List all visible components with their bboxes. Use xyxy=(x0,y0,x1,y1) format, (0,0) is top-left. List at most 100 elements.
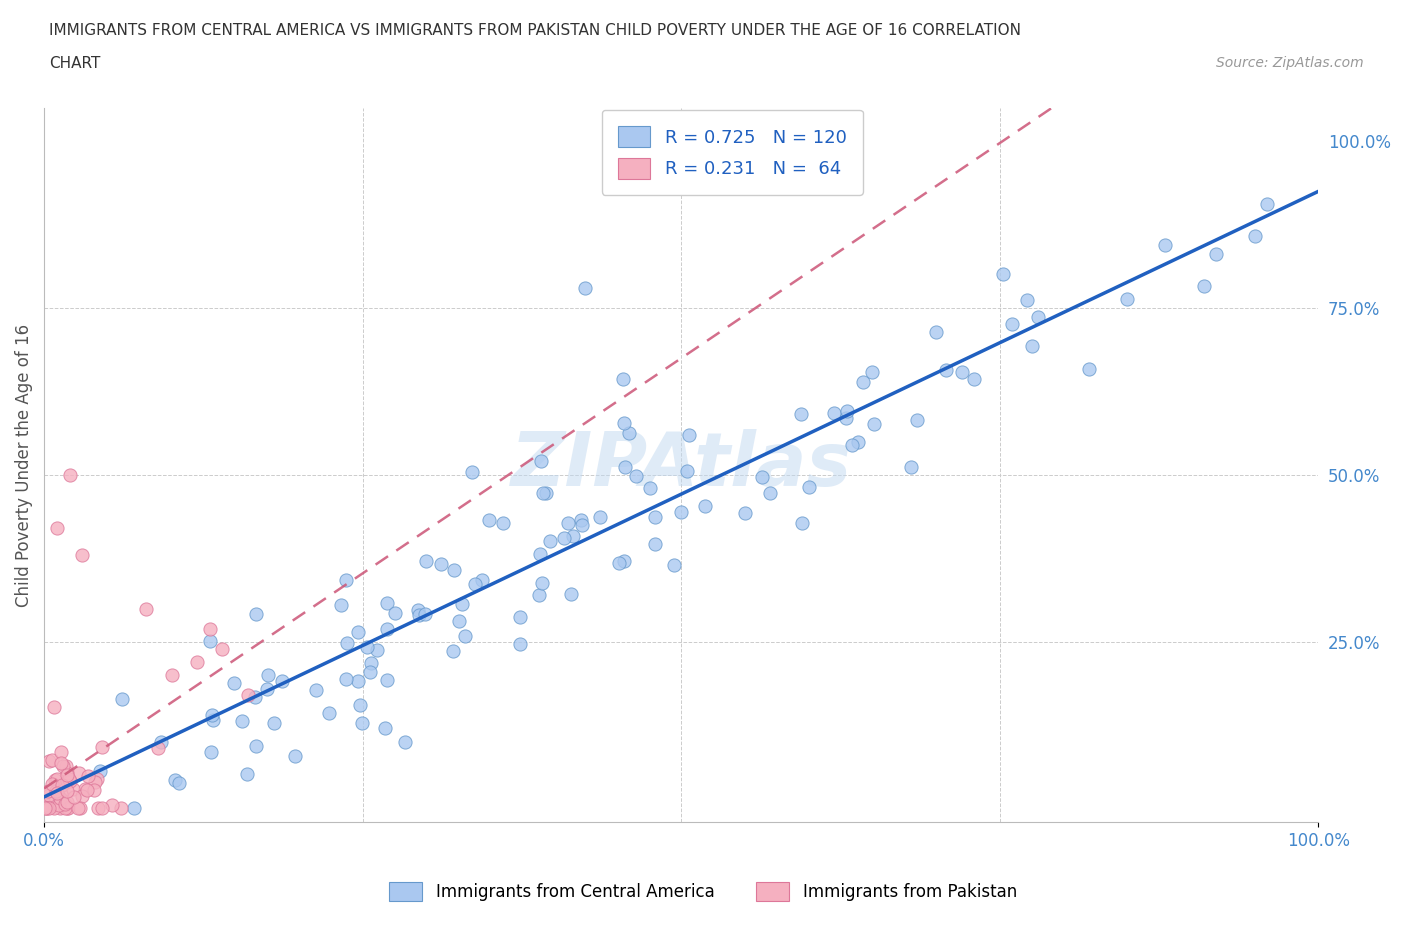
Point xyxy=(451,597,474,612)
Point xyxy=(38,787,60,802)
Point xyxy=(823,405,845,420)
Point xyxy=(613,416,636,431)
Point xyxy=(492,516,515,531)
Point xyxy=(835,411,858,426)
Point xyxy=(607,556,630,571)
Point xyxy=(443,563,465,578)
Point xyxy=(86,772,108,787)
Point xyxy=(150,734,173,749)
Point xyxy=(245,690,267,705)
Point xyxy=(540,534,562,549)
Point xyxy=(734,506,756,521)
Point xyxy=(1021,339,1043,353)
Point xyxy=(83,782,105,797)
Point xyxy=(37,784,59,799)
Point xyxy=(553,531,575,546)
Point xyxy=(574,281,596,296)
Point xyxy=(464,577,486,591)
Point xyxy=(678,428,700,443)
Point xyxy=(349,698,371,712)
Point xyxy=(200,745,222,760)
Point xyxy=(991,267,1014,282)
Point xyxy=(76,782,98,797)
Point xyxy=(790,515,813,530)
Point xyxy=(45,786,67,801)
Point xyxy=(55,794,77,809)
Point xyxy=(617,426,640,441)
Point xyxy=(62,781,84,796)
Point xyxy=(51,777,73,792)
Point xyxy=(384,605,406,620)
Point xyxy=(55,801,77,816)
Point xyxy=(38,754,60,769)
Point xyxy=(73,782,96,797)
Point xyxy=(49,744,72,759)
Point xyxy=(413,606,436,621)
Point xyxy=(430,556,453,571)
Legend: Immigrants from Central America, Immigrants from Pakistan: Immigrants from Central America, Immigra… xyxy=(382,876,1024,908)
Point xyxy=(236,766,259,781)
Point xyxy=(56,801,79,816)
Point xyxy=(900,459,922,474)
Point xyxy=(336,636,359,651)
Point xyxy=(263,715,285,730)
Point xyxy=(347,673,370,688)
Point xyxy=(1015,293,1038,308)
Point xyxy=(589,510,612,525)
Point xyxy=(55,767,77,782)
Point xyxy=(509,609,531,624)
Point xyxy=(935,363,957,378)
Point xyxy=(751,470,773,485)
Point xyxy=(186,655,208,670)
Point xyxy=(44,790,66,804)
Point xyxy=(48,798,70,813)
Legend: R = 0.725   N = 120, R = 0.231   N =  64: R = 0.725 N = 120, R = 0.231 N = 64 xyxy=(602,110,863,195)
Point xyxy=(245,607,267,622)
Point xyxy=(406,602,429,617)
Point xyxy=(1077,362,1099,377)
Point xyxy=(200,708,222,723)
Point xyxy=(638,481,661,496)
Point xyxy=(366,642,388,657)
Point xyxy=(356,639,378,654)
Point xyxy=(53,797,76,812)
Point xyxy=(257,668,280,683)
Point xyxy=(531,485,554,500)
Point xyxy=(83,774,105,789)
Point xyxy=(759,485,782,500)
Point xyxy=(925,324,948,339)
Point xyxy=(42,801,65,816)
Point xyxy=(231,714,253,729)
Point xyxy=(375,622,398,637)
Point xyxy=(198,634,221,649)
Point xyxy=(1205,246,1227,261)
Point xyxy=(44,700,66,715)
Point xyxy=(86,801,108,816)
Point xyxy=(34,797,56,812)
Point xyxy=(571,517,593,532)
Point xyxy=(211,641,233,656)
Point xyxy=(256,681,278,696)
Point xyxy=(52,758,75,773)
Point xyxy=(58,772,80,787)
Point xyxy=(841,437,863,452)
Point xyxy=(529,546,551,561)
Y-axis label: Child Poverty Under the Age of 16: Child Poverty Under the Age of 16 xyxy=(15,324,32,606)
Point xyxy=(790,407,813,422)
Point xyxy=(950,365,973,379)
Point xyxy=(63,790,86,804)
Point xyxy=(1243,229,1265,244)
Point xyxy=(644,537,666,551)
Point xyxy=(612,371,634,386)
Point xyxy=(461,465,484,480)
Point xyxy=(34,801,56,816)
Point xyxy=(863,417,886,432)
Point xyxy=(111,691,134,706)
Point xyxy=(89,764,111,778)
Point xyxy=(38,801,60,816)
Point xyxy=(835,404,858,418)
Point xyxy=(146,741,169,756)
Point xyxy=(1154,238,1177,253)
Point xyxy=(797,480,820,495)
Point xyxy=(509,637,531,652)
